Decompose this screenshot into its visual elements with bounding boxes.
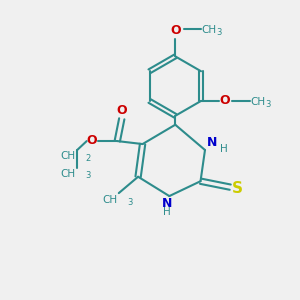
Text: CH: CH	[250, 98, 266, 107]
Text: CH: CH	[102, 196, 117, 206]
Text: O: O	[170, 24, 181, 37]
Text: 3: 3	[127, 198, 133, 207]
Text: 3: 3	[216, 28, 222, 37]
Text: S: S	[232, 181, 243, 196]
Text: H: H	[163, 207, 171, 218]
Text: O: O	[116, 104, 127, 117]
Text: CH: CH	[61, 169, 76, 179]
Text: H: H	[220, 144, 228, 154]
Text: 3: 3	[85, 171, 91, 180]
Text: N: N	[162, 197, 172, 210]
Text: 2: 2	[85, 154, 91, 163]
Text: CH: CH	[61, 152, 76, 161]
Text: 3: 3	[266, 100, 271, 109]
Text: O: O	[219, 94, 230, 107]
Text: CH: CH	[201, 25, 216, 35]
Text: N: N	[207, 136, 217, 148]
Text: O: O	[87, 134, 98, 147]
